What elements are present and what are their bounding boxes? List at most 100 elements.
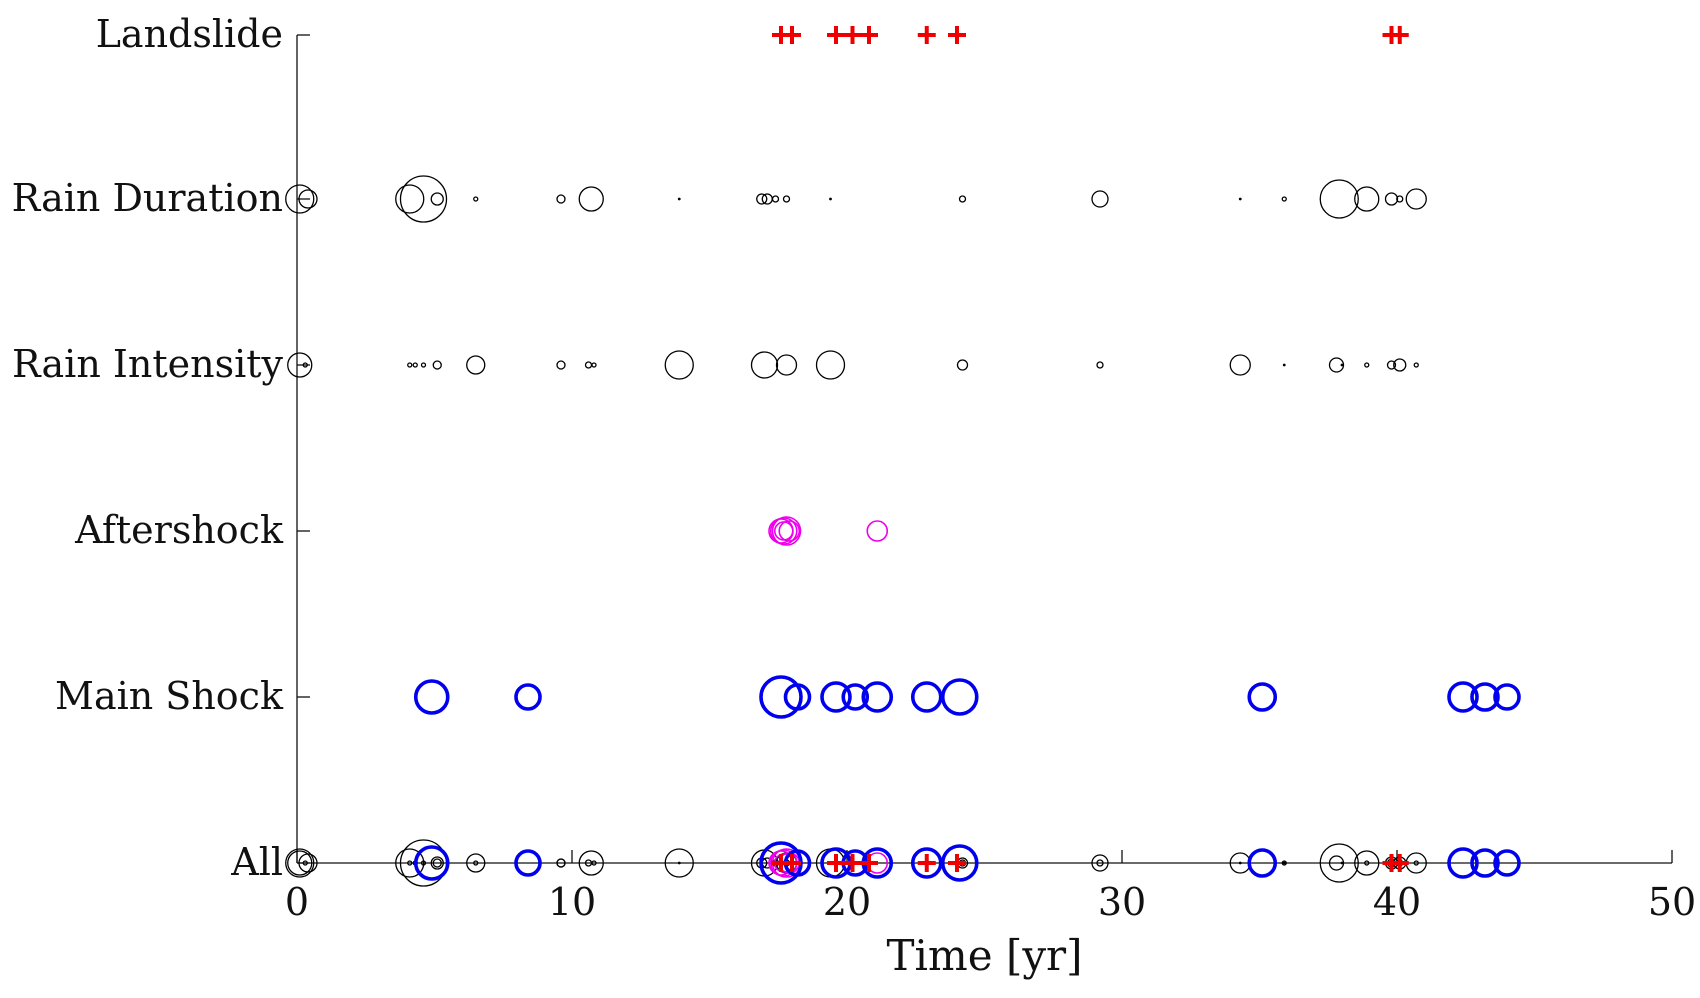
main-shock-marker xyxy=(1247,682,1278,712)
all-rain-duration-marker xyxy=(1091,854,1109,872)
rain-intensity-marker xyxy=(1386,360,1397,370)
all-rain-intensity-marker xyxy=(664,848,694,878)
all-rain-intensity-marker xyxy=(420,860,427,866)
all-rain-intensity-marker xyxy=(1364,860,1370,866)
rain-intensity-marker xyxy=(956,359,969,371)
landslide-marker xyxy=(783,26,801,44)
all-main-shock-marker xyxy=(1247,848,1278,878)
rain-duration-marker xyxy=(1405,188,1427,210)
rain-intensity-marker xyxy=(420,362,427,368)
x-tick-label: 0 xyxy=(285,880,309,924)
rain-duration-marker xyxy=(771,195,780,203)
rain-duration-marker xyxy=(1384,192,1399,206)
landslide-marker xyxy=(860,26,878,44)
main-shock-marker xyxy=(413,679,450,715)
rain-intensity-marker xyxy=(432,360,442,370)
main-shock-marker xyxy=(514,683,542,711)
rain-duration-marker xyxy=(1238,197,1242,201)
rain-duration-marker xyxy=(430,192,444,206)
aftershock-marker xyxy=(866,520,889,542)
y-tick-label: Rain Intensity xyxy=(12,342,283,386)
rain-duration-marker xyxy=(298,189,318,209)
rain-intensity-marker xyxy=(1393,358,1407,372)
all-main-shock-marker xyxy=(1470,848,1500,878)
rain-duration-marker xyxy=(958,195,967,203)
y-tick-label: Aftershock xyxy=(74,508,284,552)
y-tick-label: All xyxy=(230,840,283,884)
all-landslide-marker xyxy=(827,854,845,872)
all-landslide-marker xyxy=(843,854,862,872)
main-shock-marker xyxy=(861,681,894,713)
axis-labels-layer: All Main Shock Aftershock Rain Intensity Rai… xyxy=(12,12,1697,980)
all-rain-intensity-marker xyxy=(1328,855,1345,871)
rain-intensity-marker xyxy=(815,350,846,380)
all-rain-duration-marker xyxy=(677,861,681,865)
main-shock-marker xyxy=(940,678,979,716)
y-tick-label: Rain Duration xyxy=(12,176,283,220)
all-rain-intensity-marker xyxy=(432,858,442,868)
rain-intensity-marker xyxy=(1413,362,1419,368)
all-main-shock-marker xyxy=(413,845,450,881)
x-axis-title: Time [yr] xyxy=(886,931,1082,980)
all-rain-intensity-marker xyxy=(1282,861,1286,865)
rain-intensity-marker xyxy=(556,360,566,370)
rain-intensity-marker xyxy=(591,362,597,368)
rain-duration-marker xyxy=(285,184,315,214)
main-shock-marker xyxy=(841,683,870,711)
all-rain-intensity-marker xyxy=(466,853,486,873)
all-main-shock-marker xyxy=(910,847,943,879)
rain-intensity-marker xyxy=(407,362,413,368)
rain-duration-marker xyxy=(756,193,768,205)
all-main-shock-marker xyxy=(940,844,979,882)
x-tick-label: 10 xyxy=(548,880,596,924)
landslide-marker xyxy=(1390,26,1409,44)
all-rain-duration-marker xyxy=(473,860,479,866)
x-tick-label: 30 xyxy=(1098,880,1146,924)
main-shock-marker xyxy=(1447,681,1479,713)
axes-layer xyxy=(296,34,1673,864)
all-landslide-marker xyxy=(917,854,936,872)
all-main-shock-marker xyxy=(1447,847,1479,879)
rain-duration-marker xyxy=(1354,186,1380,212)
rain-duration-marker xyxy=(677,197,681,201)
y-tick-label: Landslide xyxy=(96,12,283,56)
rain-intensity-marker xyxy=(302,362,308,368)
all-rain-duration-marker xyxy=(1354,850,1380,876)
x-tick-label: 40 xyxy=(1373,880,1421,924)
all-rain-intensity-marker xyxy=(1096,859,1104,867)
all-rain-intensity-marker xyxy=(407,860,413,866)
all-rain-duration-marker xyxy=(578,850,604,876)
rain-intensity-marker xyxy=(287,352,313,378)
rain-intensity-marker xyxy=(664,350,694,380)
x-tick-label: 20 xyxy=(823,880,871,924)
rain-duration-marker xyxy=(829,197,832,201)
rain-duration-marker xyxy=(1091,190,1109,208)
all-rain-duration-marker xyxy=(430,856,444,870)
all-rain-intensity-marker xyxy=(1340,861,1344,865)
main-shock-marker xyxy=(759,675,803,719)
rain-markers-layer xyxy=(285,175,1427,887)
all-rain-duration-marker xyxy=(1281,860,1287,866)
main-shock-marker xyxy=(1493,683,1521,711)
rain-duration-marker xyxy=(1281,196,1287,202)
all-rain-intensity-marker xyxy=(591,860,597,866)
main-shock-marker xyxy=(820,681,852,713)
aftershock-marker xyxy=(778,520,801,542)
rain-duration-marker xyxy=(1319,179,1359,219)
all-rain-intensity-marker xyxy=(302,860,308,866)
rain-intensity-marker xyxy=(1096,361,1104,369)
rain-intensity-marker xyxy=(1340,363,1344,367)
x-tick-label: 50 xyxy=(1648,880,1696,924)
main-shock-marker xyxy=(910,681,943,713)
rain-duration-marker xyxy=(473,196,479,202)
landslide-marker xyxy=(948,26,966,44)
main-shock-marker xyxy=(1470,682,1500,712)
rain-intensity-marker xyxy=(1229,354,1251,376)
landslide-marker xyxy=(827,26,845,44)
rain-duration-marker xyxy=(556,194,566,204)
main-shock-marker xyxy=(783,683,812,711)
all-landslide-marker xyxy=(1390,854,1409,872)
shock-markers-layer xyxy=(413,516,1521,885)
